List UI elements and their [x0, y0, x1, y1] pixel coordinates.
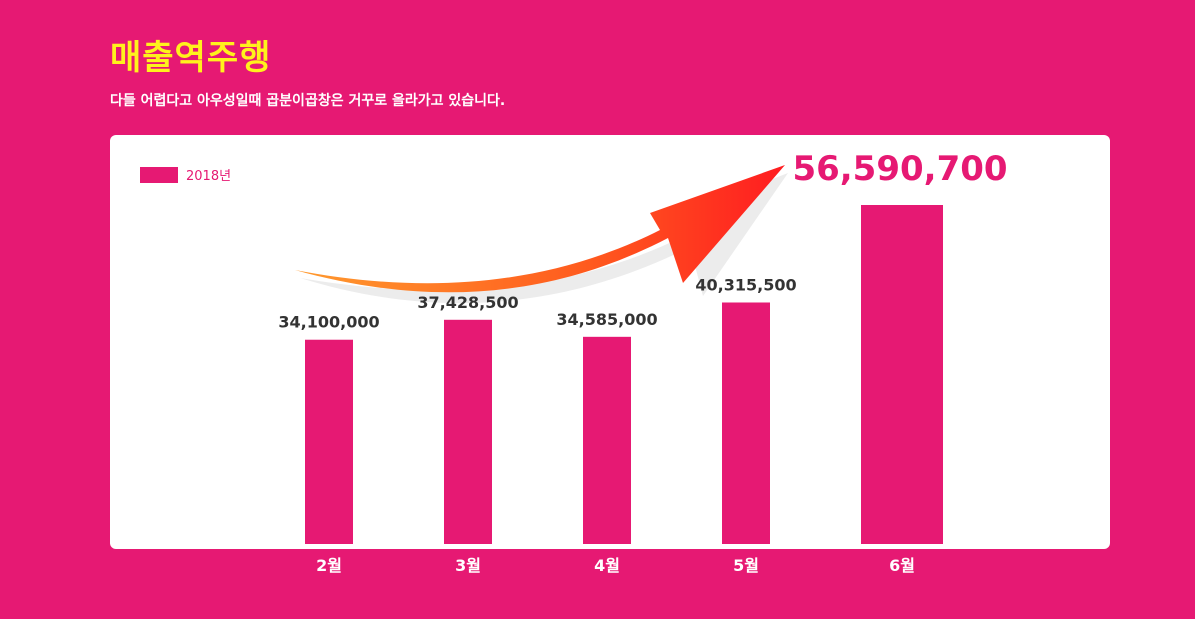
category-label-2: 3월 [455, 556, 481, 575]
category-label-3: 4월 [594, 556, 620, 575]
legend-label: 2018년 [186, 169, 232, 184]
value-label-5: 56,590,700 [792, 149, 1007, 189]
bar-5 [861, 205, 943, 544]
bar-3 [583, 336, 631, 544]
value-label-2: 37,428,500 [417, 293, 518, 312]
chart-legend: 2018년 [140, 165, 231, 184]
category-label-1: 2월 [316, 556, 342, 575]
page-title: 매출역주행 [110, 38, 272, 78]
legend-swatch [140, 166, 178, 183]
arrow-icon [295, 165, 788, 304]
bar-1 [305, 339, 353, 544]
bar-2 [444, 319, 492, 544]
value-label-1: 34,100,000 [278, 313, 379, 332]
page-subtitle: 다들 어렵다고 아우성일때 곱분이곱창은 거꾸로 올라가고 있습니다. [110, 93, 506, 109]
bar-4 [722, 302, 770, 544]
category-label-5: 6월 [889, 556, 915, 575]
category-label-4: 5월 [733, 556, 759, 575]
value-label-4: 40,315,500 [695, 275, 796, 294]
value-label-3: 34,585,000 [556, 310, 657, 329]
